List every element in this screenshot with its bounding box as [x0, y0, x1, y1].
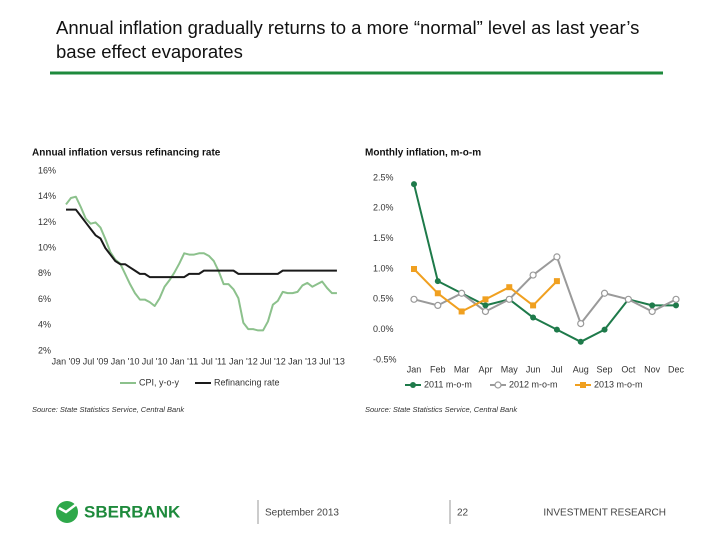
x-tick-label: Mar: [454, 364, 470, 374]
point: [506, 284, 513, 291]
point: [505, 295, 513, 303]
x-tick-label: Aug: [573, 364, 589, 374]
point: [577, 320, 585, 328]
point: [553, 326, 560, 333]
legend-label: Refinancing rate: [214, 377, 280, 387]
y-tick-label: 0.5%: [373, 294, 394, 304]
x-tick-label: Jan '12: [229, 356, 258, 366]
x-tick-label: May: [501, 364, 519, 374]
x-tick-label: Jan: [407, 364, 422, 374]
point: [553, 278, 560, 285]
point: [672, 295, 680, 303]
point: [410, 295, 418, 303]
point: [411, 181, 417, 188]
logo-icon: [56, 501, 79, 523]
x-tick-label: Jul: [551, 364, 563, 374]
chart-title: Annual inflation versus refinancing rate: [32, 148, 221, 159]
y-tick-label: 12%: [38, 217, 56, 227]
point: [529, 271, 537, 279]
x-tick-label: Jan '11: [170, 356, 198, 366]
series-line: [65, 195, 337, 332]
y-tick-label: 1.0%: [373, 263, 394, 273]
y-tick-label: 16%: [38, 165, 56, 175]
legend-label: 2013 m-o-m: [594, 379, 643, 389]
point: [434, 301, 442, 309]
x-tick-label: Jul '13: [319, 356, 345, 366]
brand: SBERBANK: [84, 502, 181, 521]
legend-label: 2012 m-o-m: [509, 379, 558, 389]
x-tick-label: Dec: [668, 364, 685, 374]
point: [673, 302, 679, 309]
legend-label: CPI, y-o-y: [139, 377, 180, 387]
y-tick-label: 10%: [38, 243, 56, 253]
point: [649, 302, 656, 309]
footer-date: September 2013: [265, 508, 339, 519]
y-tick-label: 2.0%: [373, 203, 394, 213]
point: [482, 302, 489, 309]
y-tick-label: 8%: [38, 268, 51, 278]
x-tick-label: Jan '10: [111, 356, 140, 366]
point: [458, 289, 466, 297]
series-line: [413, 255, 677, 325]
chart-title: Monthly inflation, m-o-m: [365, 148, 481, 159]
x-tick-label: Jul '10: [142, 356, 168, 366]
point: [601, 326, 608, 333]
source: Source: State Statistics Service, Centra…: [32, 405, 185, 414]
x-tick-label: Jul '11: [201, 356, 226, 366]
point: [648, 307, 656, 316]
point: [434, 278, 441, 285]
point: [530, 314, 537, 321]
y-tick-label: 14%: [38, 191, 56, 201]
x-tick-label: Jul '12: [260, 356, 286, 366]
y-tick-label: 4%: [38, 320, 51, 330]
y-tick-label: -0.5%: [373, 354, 397, 364]
series-line: [413, 183, 676, 343]
y-tick-label: 2.5%: [373, 172, 394, 182]
y-tick-label: 0.0%: [373, 324, 394, 334]
point: [577, 338, 584, 345]
point: [600, 289, 609, 297]
legend-marker: [580, 382, 586, 388]
point: [458, 308, 465, 315]
point: [624, 295, 632, 303]
page-number: 22: [457, 508, 469, 519]
x-tick-label: Jun: [526, 364, 541, 374]
legend-marker: [410, 382, 416, 388]
slide-title: Annual inflation gradually returns to a …: [56, 17, 640, 62]
point: [530, 302, 537, 309]
footer-department: INVESTMENT RESEARCH: [543, 508, 666, 519]
y-tick-label: 2%: [38, 345, 51, 355]
y-tick-label: 6%: [38, 294, 51, 304]
y-tick-label: 1.5%: [373, 233, 394, 243]
source: Source: State Statistics Service, Centra…: [365, 405, 518, 414]
x-tick-label: Jul '09: [83, 356, 109, 366]
x-tick-label: Nov: [644, 364, 661, 374]
point: [481, 307, 490, 316]
point: [482, 296, 489, 303]
x-tick-label: Sep: [597, 364, 613, 374]
x-tick-label: Jan '13: [288, 356, 317, 366]
point: [411, 266, 417, 272]
x-tick-label: Feb: [430, 364, 446, 374]
legend-marker: [494, 381, 502, 389]
x-tick-label: Jan '09: [52, 356, 81, 366]
legend-label: 2011 m-o-m: [424, 379, 472, 389]
point: [553, 253, 561, 261]
x-tick-label: Apr: [478, 364, 492, 374]
point: [434, 290, 441, 297]
series-line: [66, 208, 337, 279]
x-tick-label: Oct: [621, 364, 636, 374]
